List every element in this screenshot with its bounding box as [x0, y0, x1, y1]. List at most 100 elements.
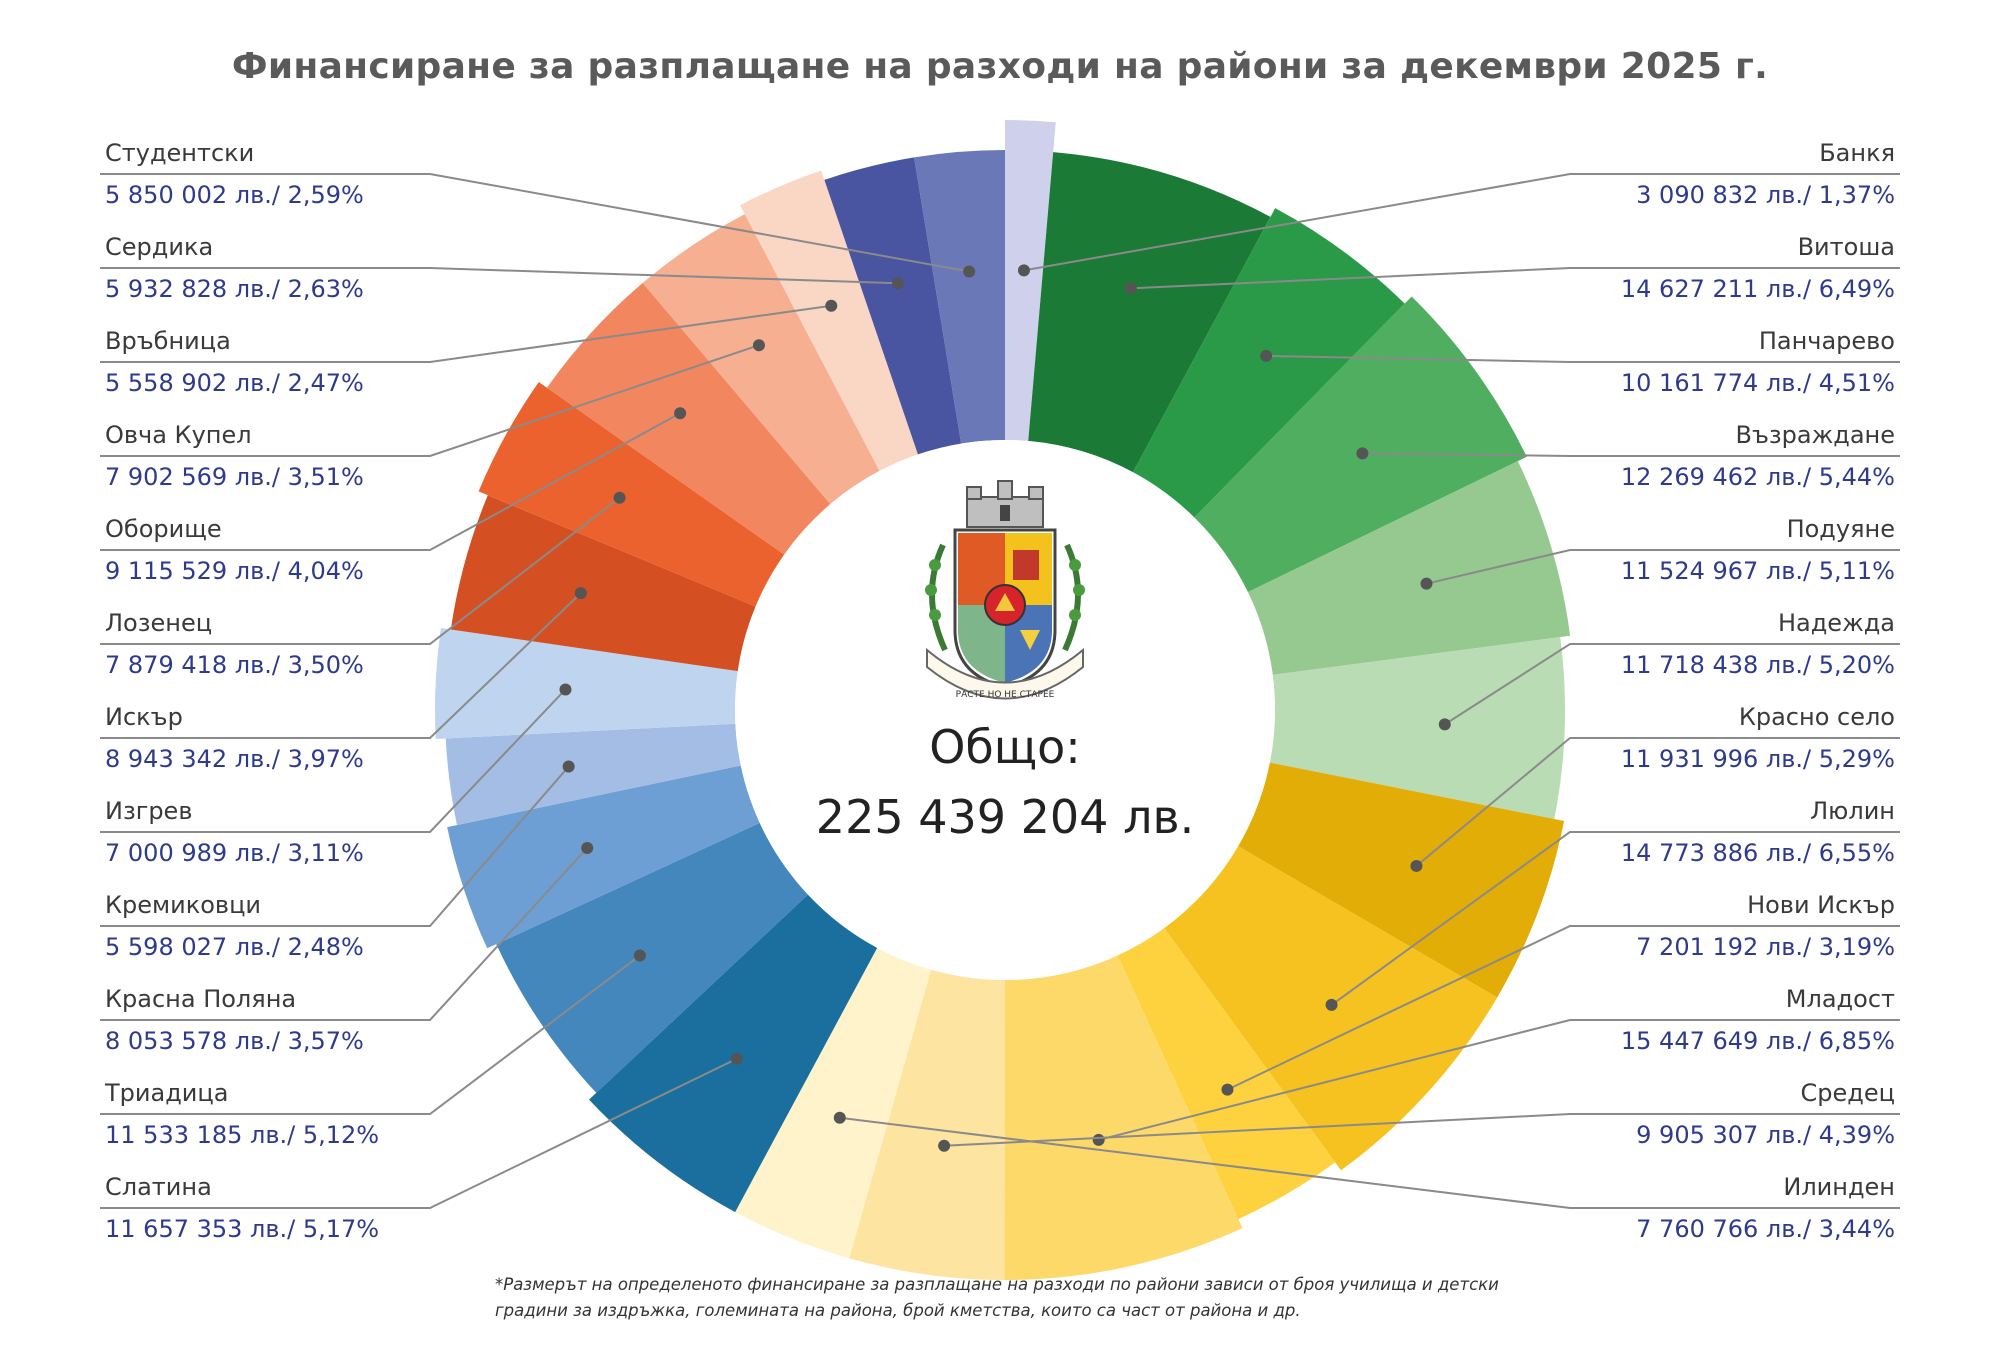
- leader-dot: [1124, 282, 1137, 295]
- district-label: Люлин 14 773 886 лв./ 6,55%: [1335, 796, 1895, 868]
- sofia-coat-of-arms-icon: РАСТЕ НО НЕ СТАРЕЕ: [925, 480, 1085, 700]
- leader-dot: [1410, 859, 1423, 872]
- leader-dot: [1260, 349, 1273, 362]
- leader-line: [100, 688, 567, 833]
- slice-Лозенец: [478, 381, 785, 607]
- district-name: Триадица: [105, 1079, 229, 1107]
- chart-title: Финансиране за разплащане на разходи на …: [231, 46, 1769, 87]
- leader-dot: [938, 1139, 951, 1152]
- total-label: Общо:: [929, 720, 1081, 774]
- leader-dot: [574, 587, 587, 600]
- slice-Слатина: [589, 894, 878, 1213]
- leader-dot: [633, 949, 646, 962]
- district-value: 7 201 192 лв./ 3,19%: [1636, 933, 1895, 961]
- district-name: Кремиковци: [105, 891, 261, 919]
- district-label: Нови Искър 7 201 192 лв./ 3,19%: [1335, 890, 1895, 962]
- district-value: 5 558 902 лв./ 2,47%: [105, 369, 364, 397]
- district-value: 5 932 828 лв./ 2,63%: [105, 275, 364, 303]
- slice-Връбница: [740, 170, 918, 471]
- district-label: Банкя 3 090 832 лв./ 1,37%: [1335, 138, 1895, 210]
- district-name: Илинден: [1783, 1173, 1895, 1201]
- district-value: 11 718 438 лв./ 5,20%: [1620, 651, 1895, 679]
- motto: РАСТЕ НО НЕ СТАРЕЕ: [956, 690, 1055, 700]
- district-label: Студентски 5 850 002 лв./ 2,59%: [105, 138, 665, 210]
- leader-line: [1330, 831, 1900, 1006]
- leader-line: [1098, 1019, 1900, 1141]
- district-label: Искър 8 943 342 лв./ 3,97%: [105, 702, 665, 774]
- leader-dot: [730, 1052, 743, 1065]
- slice-Оборище: [547, 282, 831, 555]
- leader-line: [839, 1116, 1900, 1209]
- district-value: 8 053 578 лв./ 3,57%: [105, 1027, 364, 1055]
- slice-Искър: [450, 495, 756, 672]
- leader-dot: [1221, 1083, 1234, 1096]
- district-value: 11 657 353 лв./ 5,17%: [105, 1215, 380, 1243]
- leader-dot: [674, 407, 687, 420]
- leader-dot: [963, 265, 976, 278]
- district-value: 14 627 211 лв./ 6,49%: [1620, 275, 1895, 303]
- district-label: Надежда 11 718 438 лв./ 5,20%: [1335, 608, 1895, 680]
- district-label: Оборище 9 115 529 лв./ 4,04%: [105, 514, 665, 586]
- district-value: 7 879 418 лв./ 3,50%: [105, 651, 364, 679]
- district-name: Люлин: [1810, 797, 1895, 825]
- slice-Младост: [1004, 955, 1243, 1281]
- district-name: Нови Искър: [1747, 891, 1895, 919]
- leader-dot: [1092, 1133, 1105, 1146]
- leader-dot: [1325, 998, 1338, 1011]
- leader-line: [100, 344, 760, 457]
- district-name: Лозенец: [105, 609, 213, 637]
- leader-line: [100, 304, 832, 363]
- district-value: 11 931 996 лв./ 5,29%: [1620, 745, 1895, 773]
- leader-dot: [562, 760, 575, 773]
- district-value: 12 269 462 лв./ 5,44%: [1620, 463, 1895, 491]
- district-label: Кремиковци 5 598 027 лв./ 2,48%: [105, 890, 665, 962]
- district-value: 15 447 649 лв./ 6,85%: [1620, 1027, 1895, 1055]
- slice-Банкя: [1005, 120, 1056, 442]
- district-name: Красна Поляна: [105, 985, 297, 1013]
- leader-dot: [825, 299, 838, 312]
- leader-dot: [1420, 577, 1433, 590]
- leader-line: [1362, 452, 1900, 457]
- district-name: Банкя: [1819, 139, 1895, 167]
- district-value: 5 598 027 лв./ 2,48%: [105, 933, 364, 961]
- leader-dot: [833, 1111, 846, 1124]
- leader-dot: [891, 277, 904, 290]
- district-value: 7 902 569 лв./ 3,51%: [105, 463, 364, 491]
- leader-lines: [100, 173, 1900, 1209]
- district-label: Лозенец 7 879 418 лв./ 3,50%: [105, 608, 665, 680]
- district-name: Оборище: [105, 515, 222, 543]
- district-value: 9 905 307 лв./ 4,39%: [1636, 1121, 1895, 1149]
- leader-line: [1444, 643, 1900, 726]
- district-label: Слатина 11 657 353 лв./ 5,17%: [105, 1172, 665, 1244]
- leader-line: [1023, 173, 1900, 272]
- district-label: Панчарево 10 161 774 лв./ 4,51%: [1335, 326, 1895, 398]
- leader-line: [100, 592, 582, 739]
- leader-line: [100, 765, 570, 927]
- leader-line: [100, 847, 588, 1021]
- district-label: Овча Купел 7 902 569 лв./ 3,51%: [105, 420, 665, 492]
- district-name: Подуяне: [1786, 515, 1895, 543]
- slice-Кремиковци: [445, 723, 741, 826]
- district-label: Изгрев 7 000 989 лв./ 3,11%: [105, 796, 665, 868]
- district-value: 5 850 002 лв./ 2,59%: [105, 181, 364, 209]
- leader-line: [1415, 737, 1900, 867]
- slice-Изгрев: [435, 628, 738, 739]
- slice-Средец: [849, 969, 1005, 1280]
- total-value: 225 439 204 лв.: [815, 790, 1195, 844]
- district-name: Панчарево: [1758, 327, 1895, 355]
- slice-Красна Поляна: [447, 765, 760, 949]
- leader-line: [100, 954, 641, 1115]
- leader-line: [1227, 925, 1900, 1091]
- slice-Надежда: [1269, 637, 1565, 820]
- leader-dot: [581, 842, 594, 855]
- district-value: 11 533 185 лв./ 5,12%: [105, 1121, 380, 1149]
- district-label: Триадица 11 533 185 лв./ 5,12%: [105, 1078, 665, 1150]
- leader-dot: [1017, 264, 1030, 277]
- district-name: Овча Купел: [105, 421, 252, 449]
- leader-dot: [559, 683, 572, 696]
- slice-Панчарево: [1132, 208, 1405, 518]
- district-name: Възраждане: [1735, 421, 1895, 449]
- slice-Триадица: [496, 822, 808, 1093]
- district-label: Средец 9 905 307 лв./ 4,39%: [1335, 1078, 1895, 1150]
